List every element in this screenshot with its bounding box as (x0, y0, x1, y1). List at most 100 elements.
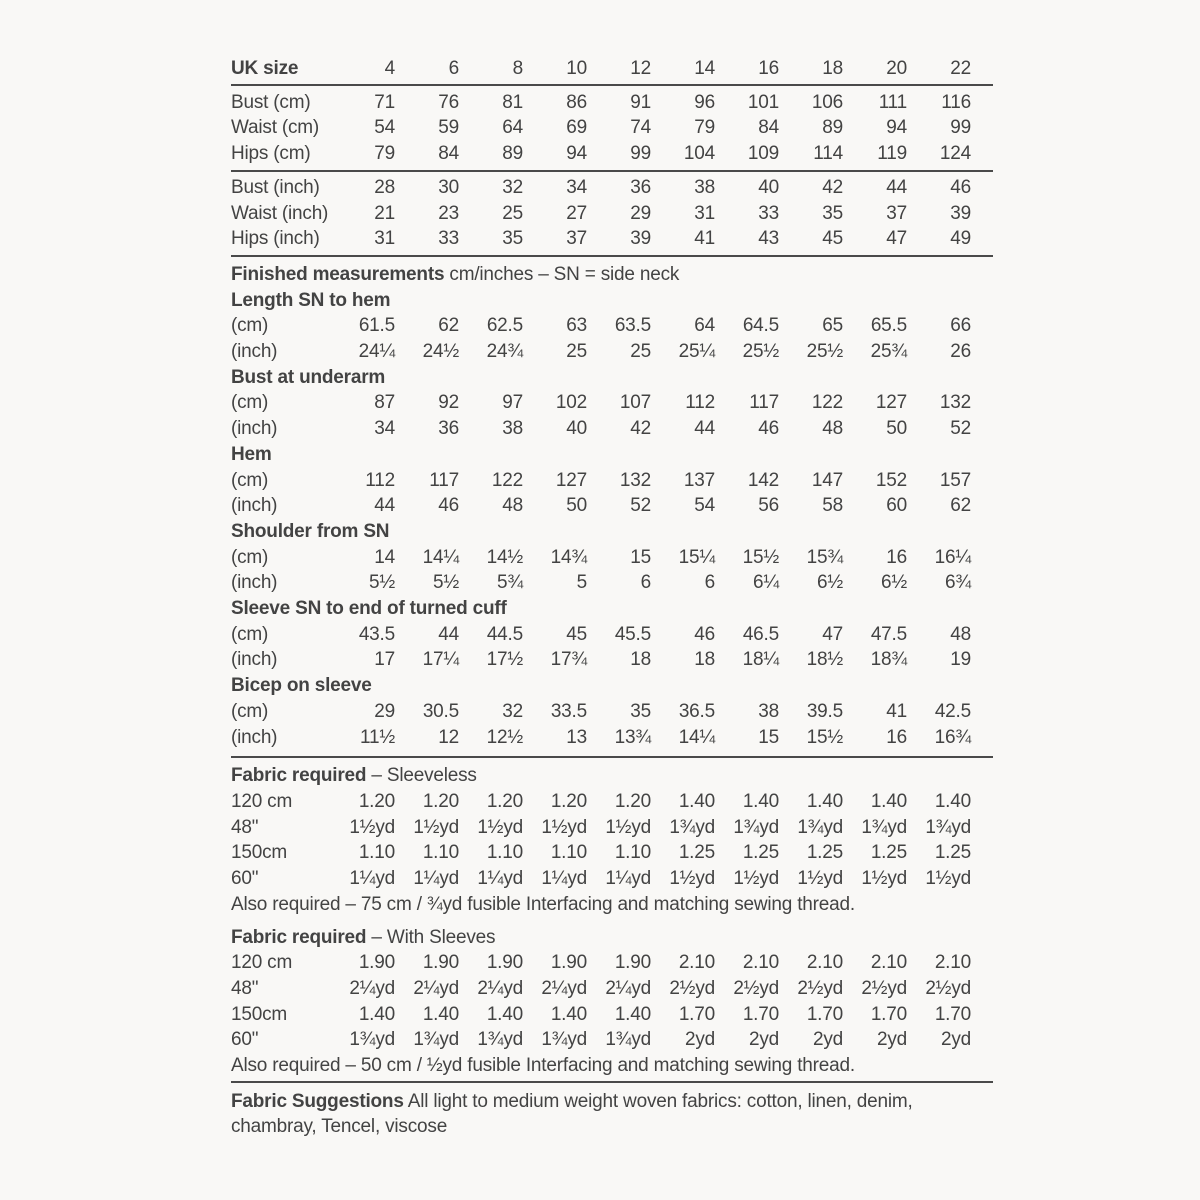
value-cell: 152 (875, 469, 907, 491)
value-cell: 41 (886, 700, 907, 722)
table-row-hips-cm: Hips (cm) 79 84 89 94 99 104 109 114 119 124 (231, 141, 993, 171)
table-row-sleeveless-120cm: 120 cm 1.20 1.20 1.20 1.20 1.20 1.40 1.40 1.40 1… (231, 789, 993, 815)
value-cell: 46 (694, 623, 715, 645)
value-cell: 114 (813, 143, 843, 165)
value-cell: 13 (566, 726, 587, 748)
value-cell: 1.40 (422, 1003, 459, 1025)
value-cell: 39 (950, 202, 971, 224)
value-cell: 1.40 (806, 790, 843, 812)
value-cell: 48 (502, 495, 523, 517)
table-row-shoulder-cm: (cm) 14 14¼ 14½ 14¾ 15 15¼ 15½ 15¾ 16 16¼ (231, 545, 993, 571)
value-cell: 2yd (748, 1029, 779, 1051)
value-cell: 1.10 (486, 842, 523, 864)
value-cell: 1.20 (614, 790, 651, 812)
value-cell: 1½yd (925, 868, 971, 890)
value-cell: 18¼ (742, 649, 780, 671)
value-cell: 1½yd (861, 868, 907, 890)
section-title-hem: Hem (231, 442, 993, 468)
heading-bold: Fabric required (231, 765, 367, 787)
value-cell: 1.25 (934, 842, 971, 864)
value-cell: 43.5 (358, 623, 395, 645)
value-cell: 14¼ (422, 546, 460, 568)
value-cell: 2yd (684, 1029, 715, 1051)
value-cell: 48 (950, 623, 971, 645)
value-cell: 34 (566, 176, 587, 198)
value-cell: 12½ (486, 726, 524, 748)
value-cell: 50 (886, 418, 907, 440)
also-required-note: Also required – 50 cm / ½yd fusible Inte… (231, 1055, 855, 1077)
value-cell: 60 (886, 495, 907, 517)
section-title-shoulder-from-sn: Shoulder from SN (231, 519, 993, 545)
value-cell: 14 (694, 58, 715, 79)
value-cell: 142 (747, 469, 779, 491)
value-cell: 24½ (422, 341, 460, 363)
value-cell: 1.70 (742, 1003, 779, 1025)
value-cell: 5 (576, 572, 588, 594)
heading-rest: – Sleeveless (366, 765, 477, 787)
value-cell: 6¾ (944, 572, 971, 594)
value-cell: 1.90 (358, 952, 395, 974)
value-cell: 48 (822, 418, 843, 440)
value-cell: 37 (886, 202, 907, 224)
value-cell: 69 (566, 117, 587, 139)
value-cell: 39 (630, 228, 651, 250)
value-cell: 89 (822, 117, 843, 139)
value-cell: 45.5 (614, 623, 651, 645)
table-row-sleeves-48in: 48" 2¼yd 2¼yd 2¼yd 2¼yd 2¼yd 2½yd 2½yd 2½yd 2½yd… (231, 976, 993, 1002)
value-cell: 124 (939, 143, 971, 165)
value-cell: 31 (374, 228, 395, 250)
sleeveless-note-row: Also required – 75 cm / ¾yd fusible Inte… (231, 892, 993, 918)
value-cell: 1¾yd (605, 1029, 651, 1051)
value-cell: 62.5 (486, 315, 523, 337)
value-cell: 29 (630, 202, 651, 224)
row-label: Waist (cm) (231, 117, 320, 139)
finished-measurements-heading-row: Finished measurements cm/inches – SN = s… (231, 256, 993, 288)
table-row-waist-cm: Waist (cm) 54 59 64 69 74 79 84 89 94 99 (231, 115, 993, 141)
table-row-sleeve-cm: (cm) 43.5 44 44.5 45 45.5 46 46.5 47 47.5 48 (231, 622, 993, 648)
table-row-sleeve-inch: (inch) 17 17¼ 17½ 17¾ 18 18 18¼ 18½ 18¾ 19 (231, 647, 993, 673)
value-cell: 43 (758, 228, 779, 250)
value-cell: 94 (886, 117, 907, 139)
value-cell: 1½yd (413, 816, 459, 838)
value-cell: 127 (875, 392, 907, 414)
value-cell: 27 (566, 202, 587, 224)
value-cell: 1.70 (934, 1003, 971, 1025)
value-cell: 1½yd (541, 816, 587, 838)
value-cell: 41 (694, 228, 715, 250)
value-cell: 64 (694, 315, 715, 337)
value-cell: 6 (640, 572, 652, 594)
value-cell: 1¾yd (797, 816, 843, 838)
value-cell: 1.70 (870, 1003, 907, 1025)
value-cell: 18 (822, 58, 843, 79)
suggestions-text: All light to medium weight woven fabrics… (231, 1090, 913, 1138)
value-cell: 1½yd (797, 868, 843, 890)
table-row-sleeves-120cm: 120 cm 1.90 1.90 1.90 1.90 1.90 2.10 2.10 2.10 2… (231, 950, 993, 976)
value-cell: 1.20 (422, 790, 459, 812)
value-cell: 2½yd (733, 977, 779, 999)
value-cell: 1.25 (678, 842, 715, 864)
value-cell: 1¼yd (477, 868, 523, 890)
value-cell: 127 (555, 469, 587, 491)
value-cell: 54 (694, 495, 715, 517)
value-cell: 40 (758, 176, 779, 198)
table-row-sleeveless-150cm: 150cm 1.10 1.10 1.10 1.10 1.10 1.25 1.25 1.25 1.… (231, 840, 993, 866)
value-cell: 64 (502, 117, 523, 139)
value-cell: 1.10 (550, 842, 587, 864)
value-cell: 46 (438, 495, 459, 517)
value-cell: 15¾ (806, 546, 844, 568)
value-cell: 14¾ (550, 546, 588, 568)
value-cell: 25½ (742, 341, 780, 363)
value-cell: 36 (630, 176, 651, 198)
also-required-note: Also required – 75 cm / ¾yd fusible Inte… (231, 893, 855, 915)
value-cell: 1½yd (733, 868, 779, 890)
value-cell: 63.5 (614, 315, 651, 337)
value-cell: 17 (374, 649, 395, 671)
value-cell: 61.5 (358, 315, 395, 337)
value-cell: 64.5 (742, 315, 779, 337)
value-cell: 65 (822, 315, 843, 337)
value-cell: 44 (438, 623, 459, 645)
value-cell: 33.5 (550, 700, 587, 722)
value-cell: 2¼yd (477, 977, 523, 999)
value-cell: 1¼yd (413, 868, 459, 890)
value-cell: 74 (630, 117, 651, 139)
